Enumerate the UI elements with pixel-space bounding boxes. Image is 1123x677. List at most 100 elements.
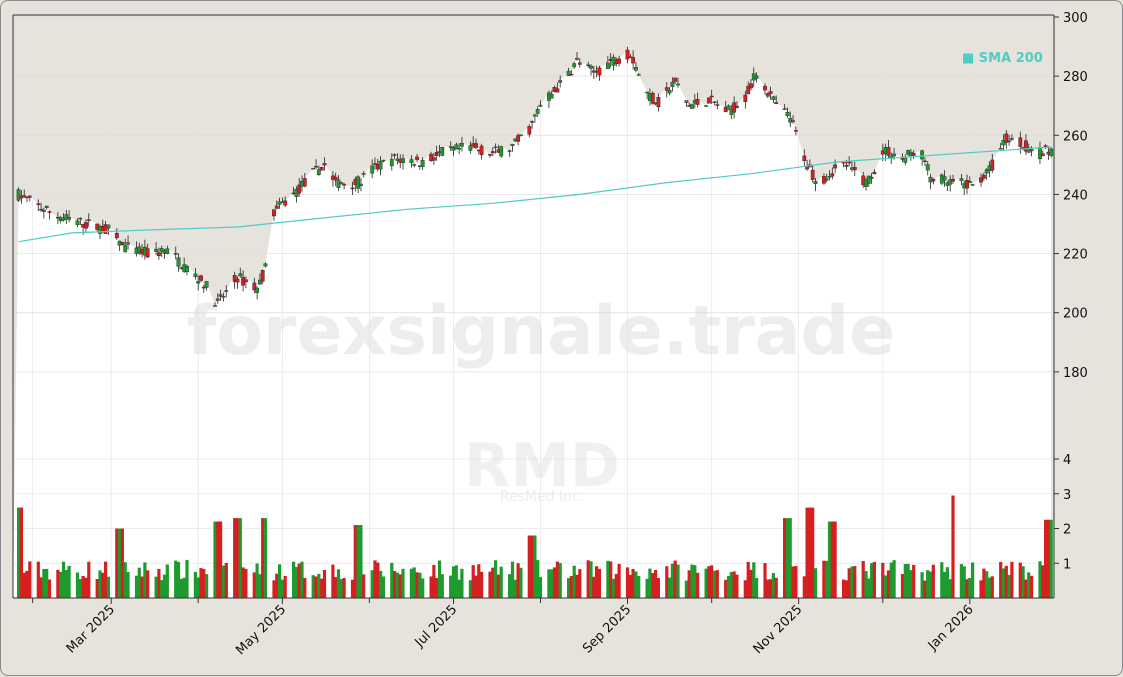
candle-body	[538, 104, 543, 107]
volume-bar	[547, 569, 551, 598]
volume-bar	[317, 573, 321, 598]
candle-body	[350, 187, 355, 190]
volume-bar	[861, 561, 865, 598]
volume-bar	[401, 568, 405, 598]
candle-body	[215, 298, 220, 301]
candle-body	[982, 174, 986, 179]
volume-bar	[418, 572, 422, 598]
candle-body	[656, 96, 661, 108]
volume-bar	[1024, 579, 1028, 598]
volume-bar	[19, 507, 23, 598]
volume-bar	[75, 572, 80, 598]
volume-bar	[693, 565, 697, 598]
candle-body	[670, 81, 675, 87]
volume-bar	[527, 535, 531, 598]
candle-body	[771, 96, 776, 100]
volume-tick-label: 3	[1063, 488, 1071, 503]
volume-bar	[1038, 561, 1042, 598]
volume-bar	[558, 563, 562, 598]
volume-bar	[36, 561, 40, 598]
volume-bar	[648, 568, 652, 598]
volume-bar	[471, 565, 475, 598]
volume-bar	[303, 578, 307, 598]
candle-body	[392, 154, 397, 156]
volume-bar	[1030, 575, 1034, 598]
candle-body	[224, 290, 229, 292]
volume-bar	[805, 507, 809, 598]
volume-bar	[536, 560, 540, 598]
price-tick-label: 260	[1063, 129, 1088, 144]
candle-body	[1007, 140, 1012, 143]
volume-bar	[726, 576, 731, 598]
candle-body	[830, 173, 835, 177]
watermark-symbol: RMD	[464, 431, 620, 501]
volume-bar	[715, 570, 719, 598]
candle-body	[342, 184, 346, 186]
volume-bar	[1018, 562, 1022, 598]
volume-bar	[395, 572, 399, 598]
volume-bar	[280, 579, 284, 598]
volume-bar	[712, 570, 717, 598]
volume-bar	[454, 565, 458, 598]
volume-bar	[118, 528, 122, 598]
volume-bar	[255, 563, 259, 598]
candle-body	[510, 143, 515, 146]
candle-body	[333, 176, 338, 181]
candle-body	[530, 121, 535, 123]
volume-bar	[275, 573, 279, 598]
volume-bar	[359, 525, 363, 598]
volume-bar	[710, 565, 714, 598]
candle-body	[625, 49, 630, 60]
volume-bar	[381, 576, 385, 598]
volume-tick-label: 1	[1063, 557, 1071, 572]
volume-bar	[617, 563, 621, 598]
candle-body	[872, 171, 877, 175]
volume-bar	[746, 562, 750, 598]
candle-body	[704, 105, 709, 107]
volume-bar	[390, 562, 394, 598]
volume-bar	[28, 561, 32, 598]
volume-bar	[468, 580, 472, 598]
volume-bar	[766, 579, 770, 598]
candle-body	[575, 58, 579, 60]
candle-body	[412, 164, 417, 166]
candle-body	[785, 112, 790, 117]
candle-body	[381, 159, 386, 162]
volume-bar	[752, 562, 756, 598]
volume-bar	[81, 576, 85, 598]
candle-body	[415, 156, 419, 160]
volume-bar	[196, 577, 200, 598]
volume-bar	[42, 569, 46, 598]
volume-bar	[923, 580, 927, 598]
volume-bar	[687, 570, 691, 598]
volume-bar	[409, 568, 413, 598]
volume-bar	[336, 569, 341, 598]
volume-bar	[625, 567, 630, 598]
volume-bar	[987, 577, 992, 598]
volume-bar	[78, 579, 82, 598]
volume-bar	[415, 572, 419, 598]
candle-body	[460, 142, 464, 147]
volume-bar	[794, 566, 798, 598]
candle-body	[586, 64, 591, 66]
candle-body	[726, 105, 731, 110]
grid-lines	[13, 16, 1054, 598]
volume-bar	[656, 578, 660, 598]
candle-body	[255, 287, 259, 293]
volume-bar	[945, 567, 949, 598]
candle-body	[749, 83, 753, 89]
candle-body	[39, 208, 44, 211]
candle-body	[712, 101, 717, 104]
volume-bar	[480, 571, 484, 598]
volume-bar	[920, 572, 924, 598]
candle-body	[36, 203, 41, 205]
volume-tick-label: 2	[1063, 523, 1071, 538]
candle-body	[606, 62, 610, 70]
volume-bar	[176, 561, 181, 598]
volume-bar	[451, 566, 456, 598]
candle-body	[549, 93, 554, 99]
candle-body	[810, 169, 815, 180]
volume-bar	[202, 569, 206, 598]
volume-bar	[771, 573, 775, 598]
volume-bar	[241, 567, 245, 598]
